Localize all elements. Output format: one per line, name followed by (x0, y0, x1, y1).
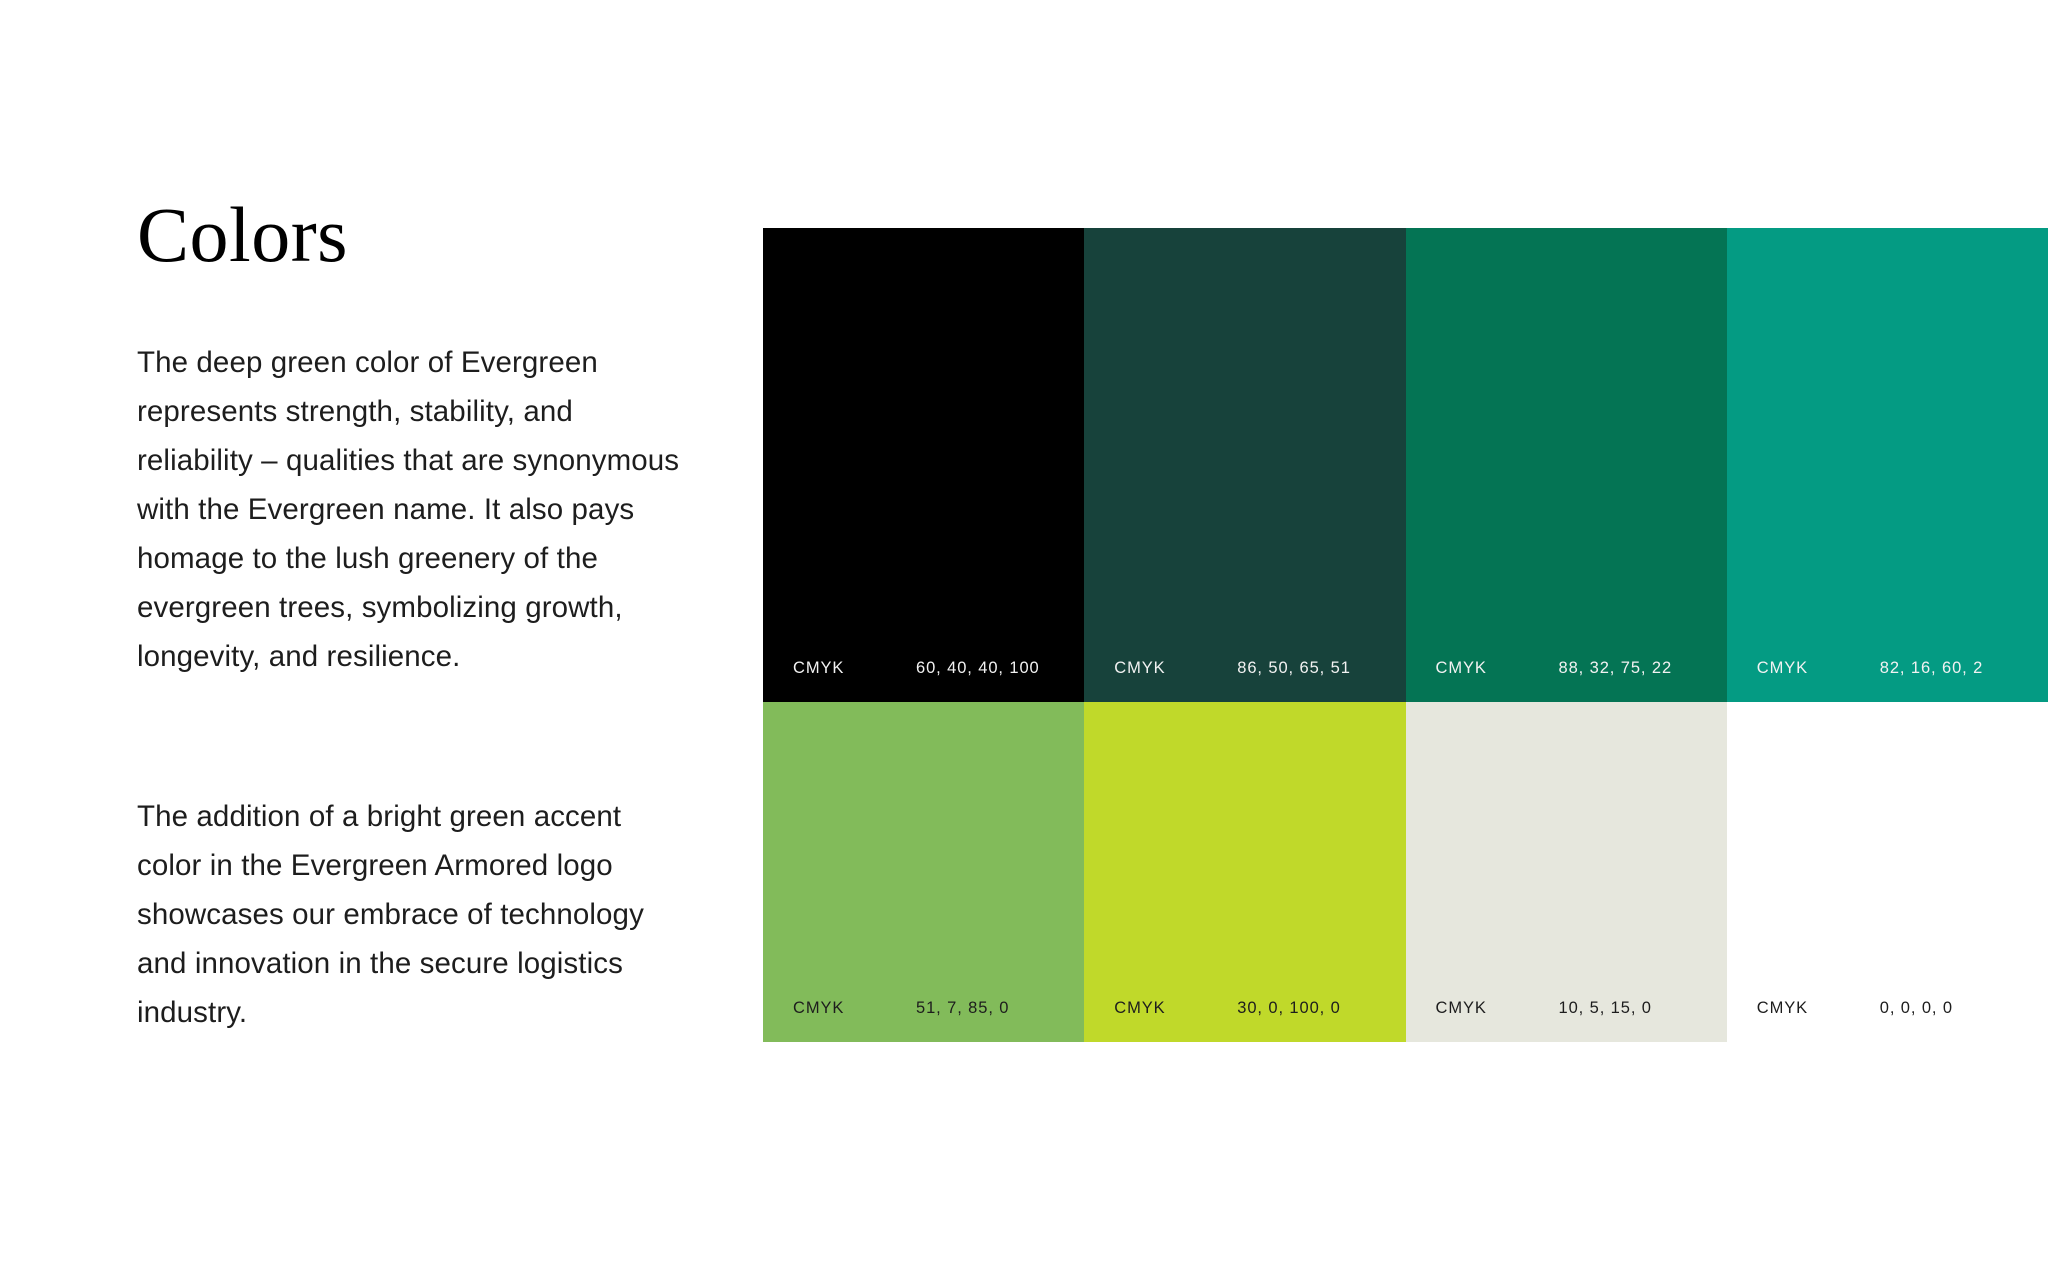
swatch-model-label: CMYK (1756, 999, 1809, 1017)
color-swatch[interactable]: CMYK 82, 16, 60, 2 (1726, 228, 2048, 702)
swatch-meta: CMYK 82, 16, 60, 2 (1757, 659, 2038, 678)
color-swatch[interactable]: CMYK 86, 50, 65, 51 (1084, 228, 1406, 702)
swatch-model-label: CMYK (1114, 999, 1166, 1017)
swatch-meta: CMYK 30, 0, 100, 0 (1114, 999, 1395, 1018)
color-swatch[interactable]: CMYK 0, 0, 0, 0 (1726, 702, 2048, 1042)
swatch-meta: CMYK 0, 0, 0, 0 (1757, 999, 2038, 1018)
swatch-cmyk-value: 60, 40, 40, 100 (916, 659, 1040, 677)
page-title: Colors (137, 191, 349, 278)
swatch-cmyk-value: 86, 50, 65, 51 (1237, 659, 1351, 677)
description-paragraph-2: The addition of a bright green accent co… (137, 800, 644, 1029)
swatch-meta: CMYK 51, 7, 85, 0 (793, 999, 1074, 1018)
swatch-model-label: CMYK (793, 999, 845, 1017)
description-column: Colors The deep green color of Evergreen… (137, 196, 697, 1037)
swatch-model-label: CMYK (1756, 659, 1809, 677)
swatch-cmyk-value: 10, 5, 15, 0 (1558, 999, 1652, 1017)
swatch-model-label: CMYK (1114, 659, 1166, 677)
swatch-meta: CMYK 86, 50, 65, 51 (1114, 659, 1395, 678)
swatch-model-label: CMYK (1435, 999, 1487, 1017)
swatch-cmyk-value: 82, 16, 60, 2 (1879, 659, 1984, 677)
swatch-cmyk-value: 30, 0, 100, 0 (1237, 999, 1341, 1017)
swatch-cmyk-value: 51, 7, 85, 0 (916, 999, 1010, 1017)
color-swatch-grid: CMYK 60, 40, 40, 100 CMYK 86, 50, 65, 51… (763, 228, 2048, 1042)
description-paragraph-1: The deep green color of Evergreen repres… (137, 346, 680, 673)
color-swatch[interactable]: CMYK 30, 0, 100, 0 (1084, 702, 1406, 1042)
color-swatch[interactable]: CMYK 88, 32, 75, 22 (1405, 228, 1727, 702)
swatch-meta: CMYK 60, 40, 40, 100 (793, 659, 1074, 678)
color-swatch[interactable]: CMYK 60, 40, 40, 100 (763, 228, 1085, 702)
swatch-model-label: CMYK (793, 659, 845, 677)
color-swatch[interactable]: CMYK 10, 5, 15, 0 (1405, 702, 1727, 1042)
swatch-model-label: CMYK (1435, 659, 1487, 677)
color-swatch[interactable]: CMYK 51, 7, 85, 0 (763, 702, 1085, 1042)
swatch-cmyk-value: 88, 32, 75, 22 (1558, 659, 1673, 677)
swatch-meta: CMYK 88, 32, 75, 22 (1436, 659, 1717, 678)
swatch-meta: CMYK 10, 5, 15, 0 (1436, 999, 1717, 1018)
swatch-cmyk-value: 0, 0, 0, 0 (1879, 999, 1953, 1017)
